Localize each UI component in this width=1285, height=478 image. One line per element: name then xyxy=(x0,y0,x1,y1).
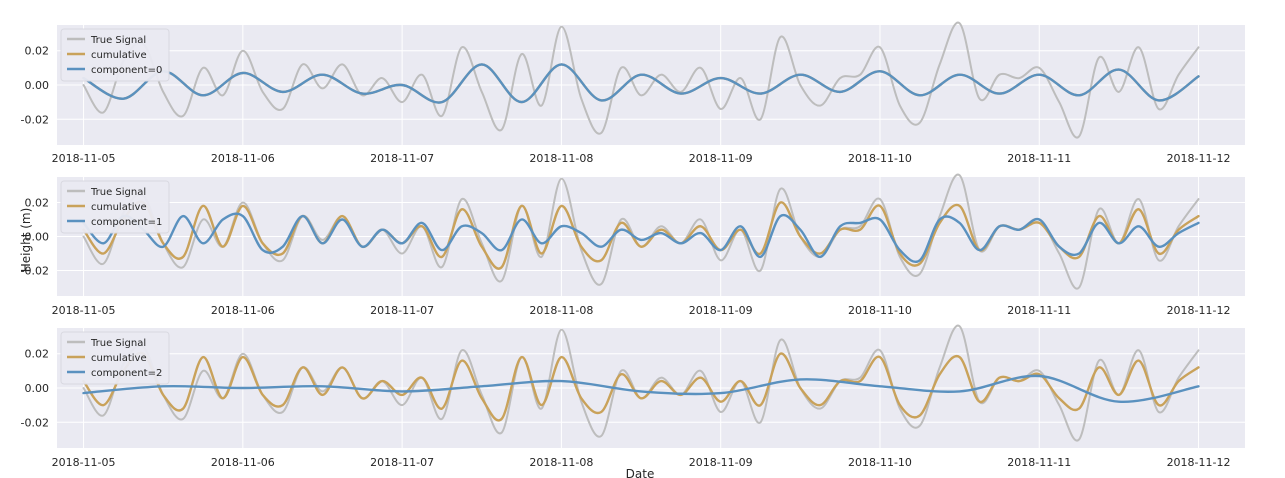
x-tick-label: 2018-11-11 xyxy=(1007,456,1071,469)
chart-panel-1: 0.02 0.00 -0.02 2018-11-05 2018-11-06 2018-11… xyxy=(21,173,1245,317)
legend-label: cumulative xyxy=(91,353,147,364)
legend-label: component=0 xyxy=(91,65,162,76)
legend-label: cumulative xyxy=(91,50,147,61)
x-tick-label: 2018-11-12 xyxy=(1167,304,1231,317)
x-tick-label: 2018-11-05 xyxy=(52,304,116,317)
x-tick-label: 2018-11-10 xyxy=(848,152,912,165)
x-tick-label: 2018-11-08 xyxy=(529,304,593,317)
x-tick-label: 2018-11-10 xyxy=(848,456,912,469)
series-line-truth xyxy=(82,21,1200,139)
series-line-component xyxy=(82,374,1200,403)
x-tick-label: 2018-11-05 xyxy=(52,456,116,469)
legend-label: component=1 xyxy=(91,217,162,228)
y-tick-label: -0.02 xyxy=(21,113,49,126)
y-tick-label: -0.02 xyxy=(21,265,49,278)
x-tick-label: 2018-11-06 xyxy=(211,304,275,317)
legend-label: cumulative xyxy=(91,202,147,213)
series-line-component xyxy=(82,63,1200,104)
chart-panel-2: 0.02 0.00 -0.02 2018-11-05 2018-11-06 2018-11… xyxy=(21,324,1245,469)
x-tick-label: 2018-11-07 xyxy=(370,456,434,469)
x-tick-label: 2018-11-07 xyxy=(370,304,434,317)
x-tick-label: 2018-11-08 xyxy=(529,456,593,469)
x-tick-label: 2018-11-11 xyxy=(1007,304,1071,317)
x-tick-label: 2018-11-09 xyxy=(689,456,753,469)
y-tick-label: 0.00 xyxy=(25,382,50,395)
chart-panel-0: 0.02 0.00 -0.02 2018-11-05 2018-11-06 2018-11… xyxy=(21,21,1245,165)
y-tick-label: 0.02 xyxy=(25,45,50,58)
y-tick-label: 0.02 xyxy=(25,197,50,210)
legend-label: component=2 xyxy=(91,368,162,379)
x-tick-label: 2018-11-11 xyxy=(1007,152,1071,165)
legend-box xyxy=(60,28,170,82)
x-tick-label: 2018-11-10 xyxy=(848,304,912,317)
x-tick-label: 2018-11-12 xyxy=(1167,152,1231,165)
x-tick-label: 2018-11-09 xyxy=(689,304,753,317)
legend-box xyxy=(60,180,170,234)
legend-label: True Signal xyxy=(90,187,146,198)
y-tick-label: 0.02 xyxy=(25,348,50,361)
x-tick-label: 2018-11-12 xyxy=(1167,456,1231,469)
series-line-component xyxy=(82,212,1200,264)
y-tick-label: 0.00 xyxy=(25,79,50,92)
x-tick-label: 2018-11-09 xyxy=(689,152,753,165)
x-tick-label: 2018-11-06 xyxy=(211,152,275,165)
legend-label: True Signal xyxy=(90,35,146,46)
x-tick-label: 2018-11-06 xyxy=(211,456,275,469)
x-axis-label: Date xyxy=(626,467,655,478)
x-tick-label: 2018-11-05 xyxy=(52,152,116,165)
x-tick-label: 2018-11-08 xyxy=(529,152,593,165)
y-tick-label: 0.00 xyxy=(25,231,50,244)
y-tick-label: -0.02 xyxy=(21,416,49,429)
x-tick-label: 2018-11-07 xyxy=(370,152,434,165)
legend-box xyxy=(60,331,170,385)
y-axis-label: Height (m) xyxy=(19,208,33,273)
legend-label: True Signal xyxy=(90,338,146,349)
